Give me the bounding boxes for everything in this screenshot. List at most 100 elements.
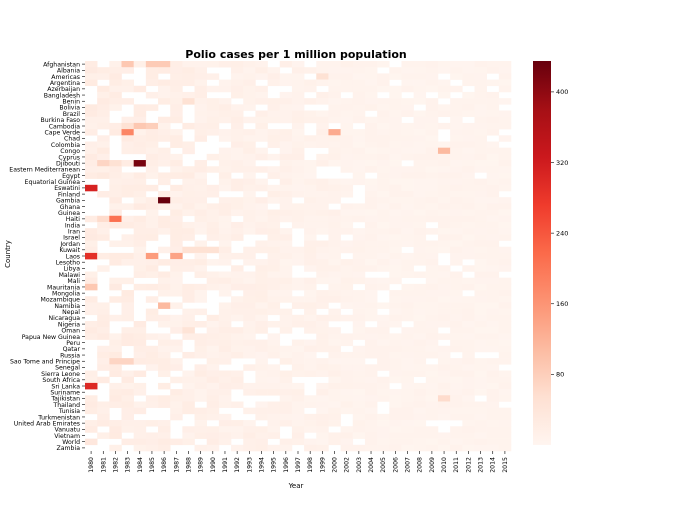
y-tick-label: Jordan <box>59 241 80 248</box>
y-tick-label: World <box>62 439 80 446</box>
x-tick-label: 2010 <box>441 457 448 473</box>
heatmap-cell <box>328 209 341 217</box>
heatmap-cell <box>231 234 244 241</box>
heatmap-cell <box>279 110 293 118</box>
heatmap-cell <box>498 197 512 204</box>
heatmap-cell <box>352 265 366 272</box>
heatmap-cell <box>291 79 305 87</box>
heatmap-cell <box>401 209 414 217</box>
heatmap-cell <box>450 67 463 74</box>
heatmap-cell <box>255 67 268 74</box>
heatmap-cell <box>170 184 183 192</box>
heatmap-cell <box>194 308 208 316</box>
heatmap-cell <box>316 296 329 303</box>
heatmap-cell <box>425 153 439 161</box>
heatmap-cell <box>85 283 98 291</box>
heatmap-cell <box>364 333 378 340</box>
heatmap-cell <box>498 444 512 452</box>
heatmap-cell <box>133 191 147 198</box>
heatmap-cell <box>194 73 208 80</box>
heatmap-cell <box>291 382 305 390</box>
heatmap-cell <box>279 209 293 217</box>
heatmap-cell <box>486 172 500 179</box>
heatmap-cell <box>206 221 220 229</box>
heatmap-cell <box>206 333 220 340</box>
heatmap-cell <box>425 333 439 340</box>
heatmap-cell <box>304 364 317 371</box>
y-tick-label: Mali <box>67 278 80 285</box>
y-tick-label: Afghanistan <box>43 61 80 68</box>
heatmap-cell <box>462 252 475 260</box>
heatmap-cell <box>182 98 195 105</box>
heatmap-cell <box>474 308 487 316</box>
heatmap-cell <box>352 79 366 87</box>
heatmap-cell <box>267 420 281 427</box>
heatmap-cell <box>389 277 402 285</box>
heatmap-cell <box>425 122 439 130</box>
heatmap-cell <box>437 370 451 378</box>
heatmap-cell <box>109 79 122 87</box>
heatmap-cell <box>364 221 378 229</box>
heatmap-cell <box>474 160 487 167</box>
heatmap-cell <box>194 172 208 179</box>
heatmap-cell <box>243 271 256 278</box>
heatmap-cell <box>474 345 487 353</box>
heatmap-cell <box>194 67 208 74</box>
heatmap-cell <box>474 358 487 365</box>
heatmap-cell <box>425 98 439 105</box>
heatmap-cell <box>340 376 354 384</box>
heatmap-cell <box>425 203 439 210</box>
heatmap-cell <box>328 61 341 68</box>
heatmap-cell <box>474 389 487 396</box>
heatmap-cell <box>328 160 341 167</box>
heatmap-cell <box>352 85 366 93</box>
heatmap-cell <box>267 296 281 303</box>
heatmap-cell <box>328 259 341 266</box>
heatmap-cell <box>437 104 451 111</box>
heatmap-cell <box>328 228 341 235</box>
heatmap-cell <box>267 197 281 204</box>
heatmap-cell <box>437 290 451 297</box>
heatmap-cell <box>474 259 487 266</box>
heatmap-cell <box>145 129 159 136</box>
heatmap-cell <box>328 333 341 340</box>
heatmap-cell <box>486 364 500 371</box>
x-tick-label: 1981 <box>100 457 107 473</box>
heatmap-cell <box>437 296 451 303</box>
x-tick-label: 2006 <box>392 457 399 473</box>
heatmap-cell <box>450 228 463 235</box>
heatmap-cell <box>498 389 512 396</box>
heatmap-cell <box>401 438 414 446</box>
heatmap-cell <box>255 407 268 415</box>
heatmap-cell <box>255 277 268 285</box>
heatmap-cell <box>340 314 354 322</box>
heatmap-cell <box>413 110 427 118</box>
heatmap-cell <box>328 376 341 384</box>
heatmap-cell <box>182 234 195 241</box>
heatmap-cell <box>413 395 427 402</box>
heatmap-cell <box>145 308 159 316</box>
heatmap-cell <box>401 215 414 223</box>
heatmap-cell <box>231 141 244 148</box>
heatmap-cell <box>109 364 122 371</box>
heatmap-cell <box>243 147 256 155</box>
heatmap-cell <box>462 327 475 334</box>
heatmap-cell <box>97 321 110 328</box>
heatmap-cell <box>352 91 366 99</box>
heatmap-cell <box>364 67 378 74</box>
heatmap-cell <box>401 79 414 87</box>
heatmap-cell <box>218 413 232 421</box>
heatmap-cell <box>425 61 439 68</box>
heatmap-cell <box>389 191 402 198</box>
heatmap-cell <box>364 283 378 291</box>
y-tick-label: Equatorial Guinea <box>25 179 81 186</box>
heatmap-cell <box>243 345 256 353</box>
heatmap-cell <box>316 259 329 266</box>
heatmap-cell <box>486 160 500 167</box>
heatmap-cell <box>498 327 512 334</box>
heatmap-cell <box>377 221 390 229</box>
heatmap-cell <box>486 110 500 118</box>
heatmap-cell <box>437 413 451 421</box>
heatmap-cell <box>182 73 195 80</box>
heatmap-cell <box>316 79 329 87</box>
